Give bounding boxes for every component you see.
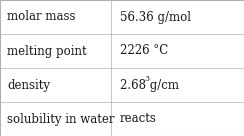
Text: density: density (7, 78, 50, 92)
Text: 2.68 g/cm: 2.68 g/cm (120, 78, 179, 92)
Text: molar mass: molar mass (7, 10, 76, 24)
Text: 3: 3 (145, 75, 150, 83)
Text: reacts: reacts (120, 112, 156, 126)
Text: melting point: melting point (7, 44, 87, 58)
Text: 56.36 g/mol: 56.36 g/mol (120, 10, 191, 24)
Text: solubility in water: solubility in water (7, 112, 115, 126)
Text: 2226 °C: 2226 °C (120, 44, 168, 58)
